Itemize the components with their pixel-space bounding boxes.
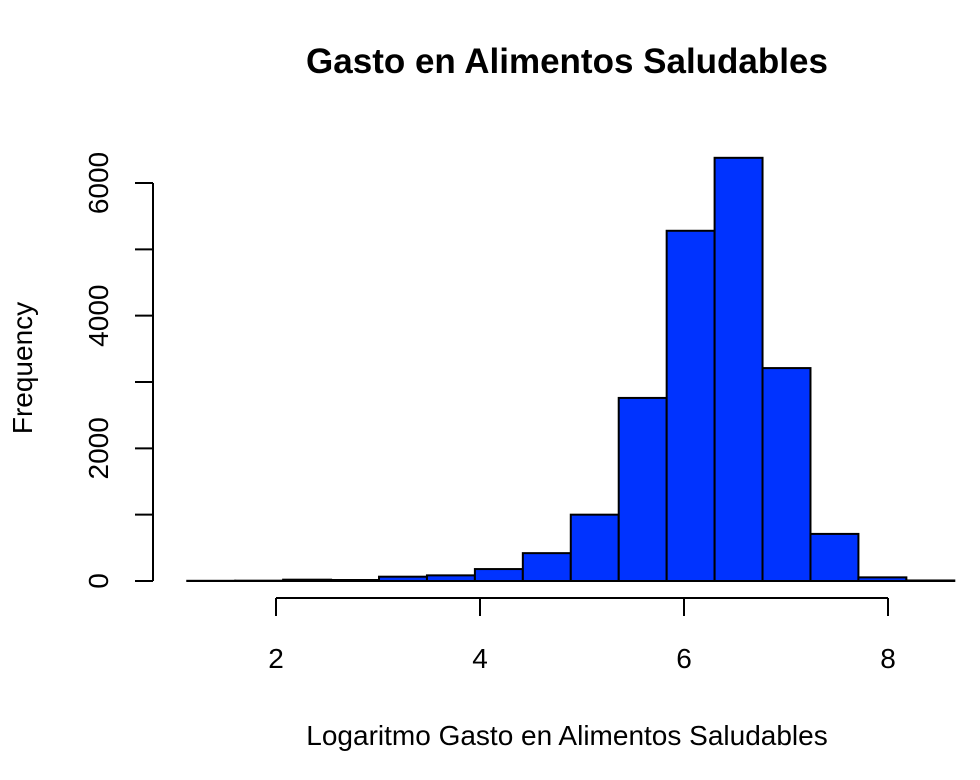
histogram-bar	[905, 579, 956, 583]
x-tick-label: 8	[880, 643, 896, 674]
x-axis-label: Logaritmo Gasto en Alimentos Saludables	[306, 720, 827, 751]
x-tick-label: 4	[472, 643, 488, 674]
y-tick-label: 6000	[83, 152, 114, 214]
x-axis: 2 4 6 8	[268, 597, 896, 674]
histogram-bar	[330, 579, 381, 583]
histogram-bar	[761, 367, 812, 582]
histogram-bar	[713, 156, 764, 582]
y-tick-label: 2000	[83, 417, 114, 479]
y-axis: 0 2000 4000 6000	[83, 152, 154, 589]
histogram-bar	[617, 396, 668, 582]
histogram-bar	[282, 578, 333, 583]
histogram-bar	[425, 574, 476, 582]
y-tick-label: 4000	[83, 285, 114, 347]
x-tick-label: 2	[268, 643, 284, 674]
histogram-bar	[809, 532, 860, 582]
histogram-bar	[378, 575, 428, 582]
y-axis-label: Frequency	[7, 302, 38, 434]
x-tick-label: 6	[676, 643, 692, 674]
bars-group	[186, 156, 956, 583]
histogram-bar	[521, 552, 572, 583]
chart-title: Gasto en Alimentos Saludables	[306, 42, 828, 81]
y-tick-label: 0	[83, 573, 114, 589]
histogram-bar	[665, 229, 716, 583]
histogram-bar	[473, 568, 524, 583]
histogram-bar	[569, 513, 620, 582]
histogram-bar	[857, 576, 908, 583]
